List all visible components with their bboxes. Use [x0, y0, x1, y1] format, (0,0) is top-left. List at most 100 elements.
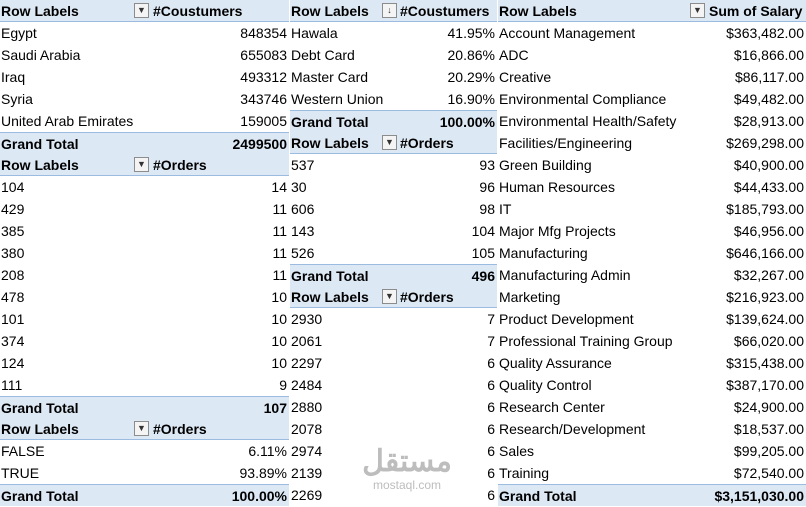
- row-label-cell[interactable]: 380: [1, 245, 25, 261]
- value-cell[interactable]: 11: [272, 223, 287, 239]
- row-label-cell[interactable]: Debt Card: [291, 47, 355, 63]
- value-cell[interactable]: $99,205.00: [733, 443, 804, 459]
- value-cell[interactable]: 11: [272, 267, 287, 283]
- pivot-data-row[interactable]: Egypt 848354: [0, 22, 289, 44]
- sort-descending-icon[interactable]: ↓: [382, 3, 397, 18]
- value-cell[interactable]: $646,166.00: [726, 245, 804, 261]
- value-cell[interactable]: $24,900.00: [733, 399, 804, 415]
- value-cell[interactable]: $40,900.00: [733, 157, 804, 173]
- row-label-cell[interactable]: 2930: [291, 311, 323, 327]
- value-cell[interactable]: 6: [487, 421, 495, 437]
- dropdown-icon[interactable]: ▼: [134, 421, 149, 436]
- pivot-data-row[interactable]: 374 10: [0, 330, 289, 352]
- pivot-data-row[interactable]: Syria 343746: [0, 88, 289, 110]
- row-label-cell[interactable]: Syria: [1, 91, 33, 107]
- row-label-cell[interactable]: 385: [1, 223, 25, 239]
- value-cell[interactable]: $32,267.00: [733, 267, 804, 283]
- value-cell[interactable]: 10: [271, 311, 287, 327]
- value-cell[interactable]: 93.89%: [239, 465, 287, 481]
- value-cell[interactable]: 10: [271, 333, 287, 349]
- value-cell[interactable]: 6: [487, 465, 495, 481]
- pivot-data-row[interactable]: 2078 6: [290, 418, 497, 440]
- value-cell[interactable]: 20.29%: [447, 69, 495, 85]
- row-labels-header[interactable]: Row Labels: [499, 3, 577, 19]
- row-label-cell[interactable]: United Arab Emirates: [1, 113, 134, 129]
- filter-sort-icon[interactable]: ▼: [134, 157, 149, 172]
- filter-sort-icon[interactable]: ▼: [134, 3, 149, 18]
- row-labels-header[interactable]: Row Labels: [1, 157, 79, 173]
- row-labels-header[interactable]: Row Labels: [291, 135, 369, 151]
- row-label-cell[interactable]: Master Card: [291, 69, 369, 85]
- filter-sort-icon[interactable]: ▼: [382, 289, 397, 304]
- value-cell[interactable]: 14: [271, 179, 287, 195]
- row-label-cell[interactable]: Professional Training Group: [499, 333, 673, 349]
- row-label-cell[interactable]: 606: [291, 201, 315, 217]
- pivot-data-row[interactable]: Environmental Compliance $49,482.00: [498, 88, 806, 110]
- row-label-cell[interactable]: Manufacturing: [499, 245, 588, 261]
- dropdown-icon[interactable]: ▼: [690, 3, 705, 18]
- value-header[interactable]: #Orders: [400, 289, 454, 305]
- pivot-data-row[interactable]: Master Card 20.29%: [290, 66, 497, 88]
- row-label-cell[interactable]: 2880: [291, 399, 323, 415]
- pivot-data-row[interactable]: Professional Training Group $66,020.00: [498, 330, 806, 352]
- pivot-data-row[interactable]: 208 11: [0, 264, 289, 286]
- row-label-cell[interactable]: Western Union: [291, 91, 384, 107]
- row-label-cell[interactable]: 526: [291, 245, 315, 261]
- row-label-cell[interactable]: 2974: [291, 443, 323, 459]
- value-cell[interactable]: 6: [487, 443, 495, 459]
- value-cell[interactable]: 6: [487, 355, 495, 371]
- value-header[interactable]: #Coustumers: [400, 3, 490, 19]
- value-cell[interactable]: 10: [271, 289, 287, 305]
- row-label-cell[interactable]: Training: [499, 465, 550, 481]
- pivot-data-row[interactable]: 478 10: [0, 286, 289, 308]
- row-label-cell[interactable]: 143: [291, 223, 315, 239]
- value-cell[interactable]: 6: [487, 377, 495, 393]
- pivot-data-row[interactable]: 111 9: [0, 374, 289, 396]
- pivot-data-row[interactable]: Account Management $363,482.00: [498, 22, 806, 44]
- pivot-data-row[interactable]: 526 105: [290, 242, 497, 264]
- row-label-cell[interactable]: Saudi Arabia: [1, 47, 81, 63]
- row-label-cell[interactable]: ADC: [499, 47, 529, 63]
- pivot-data-row[interactable]: 2974 6: [290, 440, 497, 462]
- value-cell[interactable]: $46,956.00: [733, 223, 804, 239]
- row-label-cell[interactable]: 30: [291, 179, 307, 195]
- pivot-data-row[interactable]: 537 93: [290, 154, 497, 176]
- value-cell[interactable]: 104: [471, 223, 495, 239]
- value-cell[interactable]: $269,298.00: [726, 135, 804, 151]
- row-label-cell[interactable]: Hawala: [291, 25, 338, 41]
- pivot-data-row[interactable]: ADC $16,866.00: [498, 44, 806, 66]
- row-label-cell[interactable]: Sales: [499, 443, 535, 459]
- row-label-cell[interactable]: TRUE: [1, 465, 40, 481]
- row-labels-header[interactable]: Row Labels: [1, 421, 79, 437]
- row-labels-header[interactable]: Row Labels: [291, 3, 369, 19]
- pivot-data-row[interactable]: Quality Control $387,170.00: [498, 374, 806, 396]
- pivot-data-row[interactable]: Human Resources $44,433.00: [498, 176, 806, 198]
- row-label-cell[interactable]: 2484: [291, 377, 323, 393]
- filter-sort-icon[interactable]: ▼: [382, 135, 397, 150]
- value-cell[interactable]: $315,438.00: [726, 355, 804, 371]
- row-label-cell[interactable]: 2269: [291, 487, 323, 503]
- pivot-data-row[interactable]: 2297 6: [290, 352, 497, 374]
- value-cell[interactable]: $185,793.00: [726, 201, 804, 217]
- value-cell[interactable]: $44,433.00: [733, 179, 804, 195]
- row-labels-header[interactable]: Row Labels: [291, 289, 369, 305]
- pivot-data-row[interactable]: 385 11: [0, 220, 289, 242]
- row-label-cell[interactable]: Facilities/Engineering: [499, 135, 633, 151]
- row-label-cell[interactable]: 111: [1, 377, 23, 393]
- value-cell[interactable]: 10: [271, 355, 287, 371]
- pivot-data-row[interactable]: United Arab Emirates 159005: [0, 110, 289, 132]
- value-cell[interactable]: 848354: [240, 25, 287, 41]
- value-cell[interactable]: 6.11%: [248, 443, 287, 459]
- row-label-cell[interactable]: Research Center: [499, 399, 605, 415]
- value-cell[interactable]: 96: [479, 179, 495, 195]
- row-label-cell[interactable]: 429: [1, 201, 25, 217]
- pivot-data-row[interactable]: 2880 6: [290, 396, 497, 418]
- pivot-data-row[interactable]: 2139 6: [290, 462, 497, 484]
- pivot-data-row[interactable]: Green Building $40,900.00: [498, 154, 806, 176]
- value-cell[interactable]: $86,117.00: [734, 69, 804, 85]
- pivot-data-row[interactable]: FALSE 6.11%: [0, 440, 289, 462]
- pivot-data-row[interactable]: 30 96: [290, 176, 497, 198]
- value-cell[interactable]: 93: [479, 157, 495, 173]
- pivot-data-row[interactable]: Saudi Arabia 655083: [0, 44, 289, 66]
- pivot-data-row[interactable]: Research Center $24,900.00: [498, 396, 806, 418]
